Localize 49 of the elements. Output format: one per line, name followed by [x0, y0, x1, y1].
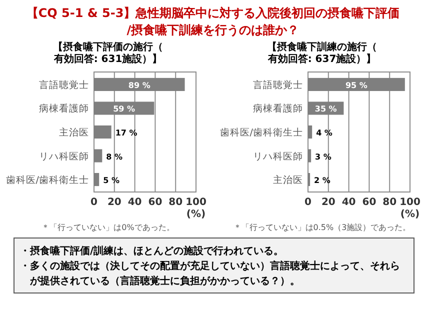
bar	[94, 172, 100, 186]
data-label: 35 %	[314, 104, 337, 114]
y-tick-label: 病棟看護師	[39, 102, 89, 115]
chart-title: 【摂食嚥下訓練の施行（有効回答: 637施設）】	[266, 41, 377, 65]
x-axis-title: (%)	[400, 209, 420, 220]
x-tick-label: 40	[342, 197, 356, 208]
x-tick-label: 100	[186, 197, 206, 208]
bar	[308, 78, 405, 92]
data-label: 95 %	[345, 80, 368, 90]
x-tick-label: 60	[362, 197, 376, 208]
y-tick-label: 主治医	[273, 174, 303, 186]
data-label: 5 %	[103, 176, 120, 186]
text: ＊「行っていない」は0.5%（3施設）であった。	[233, 223, 411, 232]
text: ・多くの施設では（決してその配置が充足していない）言語聴覚士によって、それらが提供されている（言語聴覚士に負担がかかっている？）。	[20, 260, 400, 287]
x-tick-label: 80	[382, 197, 397, 208]
data-label: 17 %	[115, 128, 138, 138]
x-tick-label: 20	[107, 197, 122, 208]
y-tick-label: 病棟看護師	[253, 102, 303, 115]
bar	[94, 78, 185, 92]
data-label: 2 %	[314, 176, 330, 186]
bar	[94, 149, 102, 162]
y-tick-label: 歯科医/歯科衛生士	[6, 174, 89, 186]
x-tick-label: 80	[168, 197, 183, 208]
bar	[308, 125, 312, 139]
y-tick-label: 言語聴覚士	[253, 78, 303, 91]
data-label: 8 %	[106, 152, 123, 162]
data-label: 3 %	[315, 152, 332, 162]
text: ・摂食嚥下評価/訓練は、ほとんどの施設で行われている。	[20, 245, 284, 257]
x-tick-label: 100	[400, 197, 420, 208]
x-axis-title: (%)	[186, 209, 206, 220]
bar	[94, 102, 154, 115]
x-tick-label: 0	[304, 197, 312, 208]
x-tick-label: 0	[90, 197, 98, 208]
data-label: 89 %	[128, 80, 150, 90]
x-tick-label: 20	[321, 197, 336, 208]
bar	[94, 125, 112, 139]
y-tick-label: 主治医	[59, 126, 89, 138]
y-tick-label: 歯科医/歯科衛生士	[220, 126, 303, 138]
x-tick-label: 40	[128, 197, 142, 208]
chart-title: 【摂食嚥下評価の施行（有効回答: 631施設）】	[52, 41, 163, 65]
x-tick-label: 60	[148, 197, 162, 208]
text: ＊「行っていない」は0%であった。	[42, 223, 174, 232]
data-label: 59 %	[113, 104, 136, 114]
y-tick-label: リハ科医師	[253, 150, 303, 162]
bar	[308, 149, 312, 162]
data-label: 4 %	[316, 128, 332, 138]
text: 【CQ 5-1 & 5-3】急性期脳卒中に対する入院後初回の摂食嚥下評価/摂食嚥下訓練を行うのは誰か？	[26, 6, 400, 37]
y-tick-label: リハ科医師	[39, 150, 89, 162]
y-tick-label: 言語聴覚士	[39, 78, 89, 91]
